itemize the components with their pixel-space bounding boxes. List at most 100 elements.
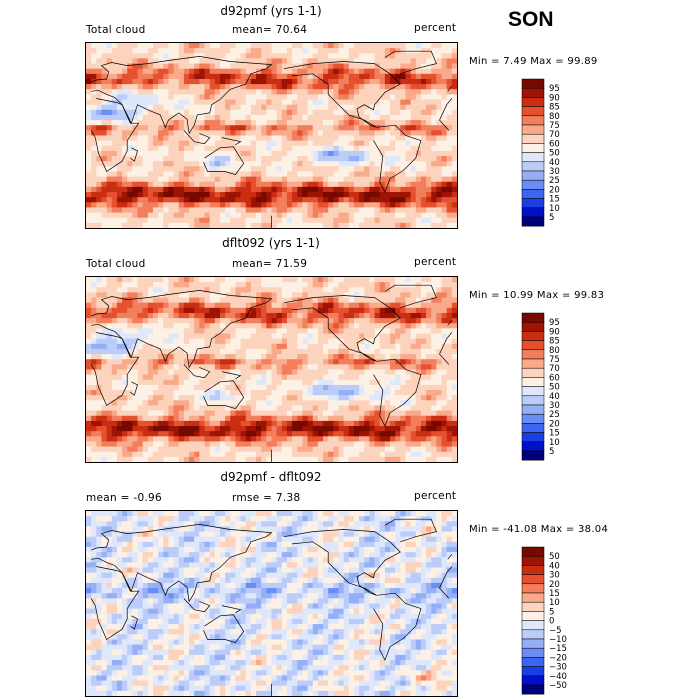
field-cell — [214, 109, 221, 116]
field-cell — [225, 197, 231, 203]
field-cell — [390, 150, 396, 157]
field-cell — [178, 104, 185, 111]
field-cell — [199, 73, 206, 80]
field-cell — [101, 374, 108, 381]
field-cell — [230, 120, 237, 126]
field-cell — [101, 68, 108, 75]
field-cell — [245, 145, 252, 152]
field-cell — [204, 135, 211, 142]
field-cell — [312, 354, 319, 360]
field-cell — [250, 369, 257, 376]
field-cell — [256, 84, 262, 90]
field-cell — [194, 297, 200, 304]
field-cell — [374, 130, 381, 137]
field-cell — [194, 410, 200, 417]
colorbar-swatch — [521, 124, 545, 135]
field-cell — [132, 212, 139, 219]
field-cell — [189, 73, 195, 80]
field-cell — [111, 125, 118, 131]
field-cell — [426, 318, 432, 324]
field-cell — [96, 104, 103, 111]
field-cell — [338, 323, 345, 329]
field-cell — [245, 348, 252, 355]
field-cell — [209, 202, 216, 209]
field-cell — [328, 287, 334, 294]
field-cell — [183, 390, 190, 396]
field-cell — [281, 431, 288, 437]
field-cell — [446, 63, 453, 70]
colorbar-swatch — [521, 179, 545, 190]
field-cell — [384, 94, 391, 101]
colorbar-tick-label: 5 — [549, 213, 554, 223]
field-cell — [451, 384, 457, 391]
field-cell — [230, 359, 237, 365]
field-cell — [446, 323, 453, 329]
field-cell — [323, 379, 329, 386]
field-cell — [163, 333, 170, 340]
field-cell — [312, 431, 319, 437]
field-cell — [431, 348, 437, 355]
field-cell — [173, 43, 180, 49]
field-cell — [101, 222, 108, 228]
field-cell — [106, 307, 113, 314]
field-cell — [338, 400, 345, 407]
field-cell — [111, 338, 118, 345]
field-cell — [451, 348, 457, 355]
field-cell — [101, 395, 108, 401]
field-cell — [374, 436, 381, 443]
field-cell — [271, 354, 278, 360]
field-cell — [426, 166, 432, 173]
field-cell — [353, 277, 360, 283]
field-cell — [379, 359, 386, 365]
field-cell — [286, 287, 293, 294]
field-cell — [256, 390, 262, 396]
field-cell — [364, 48, 370, 54]
field-cell — [451, 410, 457, 417]
field-cell — [116, 405, 123, 412]
field-cell — [219, 130, 226, 137]
field-cell — [147, 312, 154, 319]
field-cell — [400, 400, 407, 407]
field-cell — [369, 348, 376, 355]
field-cell — [219, 369, 226, 376]
field-cell — [307, 328, 314, 335]
field-cell — [400, 420, 407, 427]
field-cell — [86, 78, 92, 85]
field-cell — [395, 292, 401, 299]
field-cell — [189, 130, 195, 137]
field-cell — [374, 48, 381, 54]
field-cell — [106, 277, 113, 283]
field-cell — [132, 114, 139, 121]
field-cell — [312, 145, 319, 152]
field-cell — [410, 217, 417, 224]
field-cell — [225, 150, 231, 157]
field-cell — [426, 222, 432, 228]
field-cell — [240, 441, 247, 448]
field-cell — [312, 63, 319, 70]
field-cell — [116, 292, 123, 299]
field-cell — [240, 384, 247, 391]
field-cell — [441, 78, 448, 85]
field-cell — [302, 120, 309, 126]
field-cell — [446, 94, 453, 101]
field-cell — [261, 68, 267, 75]
field-cell — [101, 277, 108, 283]
field-cell — [147, 176, 154, 183]
field-cell — [96, 318, 103, 324]
field-cell — [436, 181, 443, 188]
field-cell — [96, 84, 103, 90]
field-cell — [235, 410, 242, 417]
field-cell — [168, 207, 175, 214]
field-cell — [230, 73, 237, 80]
field-cell — [420, 384, 427, 391]
field-cell — [451, 359, 457, 365]
field-cell — [374, 150, 381, 157]
field-cell — [338, 68, 345, 75]
field-cell — [390, 48, 396, 54]
field-cell — [312, 287, 319, 294]
field-cell — [297, 166, 304, 173]
field-cell — [323, 333, 329, 340]
field-cell — [142, 390, 149, 396]
field-cell — [178, 48, 185, 54]
field-cell — [245, 312, 252, 319]
